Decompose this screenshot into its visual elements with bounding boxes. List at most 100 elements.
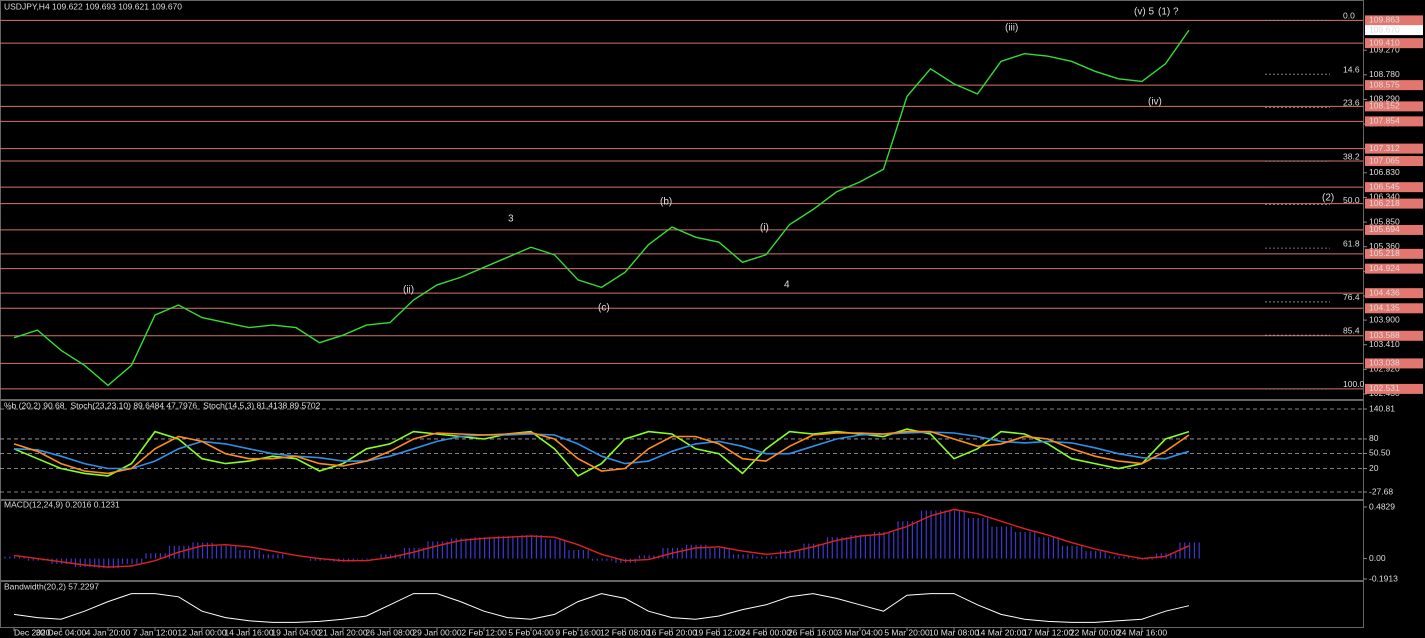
histogram-bar	[239, 550, 241, 559]
x-tick-label: 14 Jan 16:00	[224, 627, 273, 637]
legend-label: %b (20,2) 90.68	[4, 400, 65, 410]
histogram-bar	[1189, 542, 1191, 559]
histogram-bar	[728, 547, 730, 559]
y-tick-label: 0.00	[1369, 553, 1386, 563]
histogram-bar	[282, 554, 284, 559]
histogram-bar	[540, 535, 542, 559]
histogram-bar	[831, 537, 833, 559]
histogram-bar	[1061, 545, 1064, 559]
histogram-bar	[822, 543, 824, 559]
wave-label: (v) 5	[1134, 7, 1154, 18]
histogram-bar	[940, 510, 942, 559]
histogram-bar	[1024, 531, 1026, 559]
x-tick-label: 24 Mar 16:00	[1117, 627, 1167, 637]
histogram-bar	[1184, 542, 1186, 559]
histogram-bar	[963, 510, 965, 559]
level-label: 102.531	[1369, 383, 1400, 393]
histogram-bar	[559, 539, 561, 559]
histogram-bar	[1029, 531, 1031, 559]
histogram-bar	[662, 547, 664, 559]
level-label: 109.410	[1369, 37, 1400, 47]
wave-label: (ii)	[403, 285, 414, 296]
level-label-box	[1365, 80, 1423, 91]
histogram-bar	[573, 550, 575, 559]
histogram-bar	[568, 550, 570, 559]
histogram-bar	[366, 558, 368, 560]
histogram-bar	[779, 550, 782, 559]
histogram-bar	[615, 558, 617, 563]
fib-label: 61.8	[1343, 238, 1360, 248]
y-tick-label: 106.830	[1369, 167, 1400, 177]
histogram-bar	[991, 526, 993, 559]
histogram-bar	[37, 558, 39, 561]
histogram-bar	[1123, 556, 1125, 559]
histogram-bar	[643, 555, 645, 559]
histogram-bar	[1118, 556, 1120, 559]
histogram-bar	[1066, 545, 1068, 559]
histogram-bar	[484, 537, 486, 559]
histogram-bar	[211, 542, 213, 559]
histogram-bar	[1034, 531, 1036, 559]
level-label-box	[1365, 198, 1423, 209]
histogram-bar	[150, 553, 152, 559]
fib-label: 23.6	[1343, 98, 1360, 108]
level-label: 106.218	[1369, 198, 1400, 208]
histogram-bar	[596, 558, 598, 561]
indicator-line	[13, 428, 1190, 477]
histogram-bar	[789, 550, 791, 559]
histogram-bar	[897, 521, 899, 559]
x-tick-label: 21 Jan 20:00	[318, 627, 367, 637]
level-label: 104.924	[1369, 263, 1400, 273]
y-tick-label: 80	[1369, 433, 1379, 443]
x-tick-label: 29 Jan 00:00	[412, 627, 461, 637]
histogram-bar	[1198, 542, 1200, 559]
histogram-bar	[611, 558, 613, 561]
histogram-bar	[723, 547, 725, 559]
histogram-bar	[860, 535, 862, 559]
x-tick-label: 7 Jan 12:00	[133, 627, 178, 637]
histogram-bar	[719, 547, 721, 559]
wave-label: (i)	[760, 223, 769, 234]
histogram-bar	[761, 556, 763, 559]
histogram-bar	[681, 547, 683, 559]
histogram-bar	[878, 531, 880, 559]
histogram-bar	[653, 555, 655, 559]
histogram-bar	[131, 558, 133, 564]
histogram-bar	[432, 541, 434, 559]
histogram-bar	[1052, 537, 1054, 559]
last-price-label: 109.670	[1369, 24, 1400, 34]
histogram-bar	[117, 558, 119, 569]
level-label: 107.312	[1369, 143, 1400, 153]
histogram-bar	[826, 537, 829, 559]
y-tick-label: 20	[1369, 463, 1379, 473]
level-label: 104.436	[1369, 287, 1400, 297]
histogram-bar	[235, 545, 237, 559]
histogram-bar	[192, 542, 194, 559]
histogram-bar	[479, 537, 481, 559]
histogram-bar	[465, 538, 467, 559]
histogram-bar	[1160, 553, 1162, 559]
level-label-box	[1365, 303, 1423, 314]
histogram-bar	[967, 517, 970, 559]
level-label-box	[1365, 288, 1423, 299]
histogram-bar	[74, 558, 77, 568]
histogram-bar	[1104, 551, 1106, 559]
histogram-bar	[418, 547, 420, 559]
histogram-bar	[1170, 553, 1172, 559]
histogram-bar	[168, 545, 171, 559]
histogram-bar	[803, 543, 805, 559]
level-label-box	[1365, 101, 1423, 112]
histogram-bar	[136, 558, 138, 564]
y-tick-label: 103.900	[1369, 314, 1400, 324]
histogram-bar	[380, 554, 382, 559]
x-tick-label: 14 Mar 20:00	[976, 627, 1026, 637]
histogram-bar	[309, 558, 312, 561]
histogram-bar	[544, 539, 547, 559]
x-tick-label: 2 Feb 12:00	[461, 627, 507, 637]
histogram-bar	[1099, 551, 1101, 559]
last-price-box	[1365, 25, 1423, 36]
y-tick-label: 109.270	[1369, 44, 1400, 54]
histogram-bar	[925, 510, 927, 559]
histogram-bar	[732, 554, 735, 559]
histogram-bar	[23, 556, 25, 559]
